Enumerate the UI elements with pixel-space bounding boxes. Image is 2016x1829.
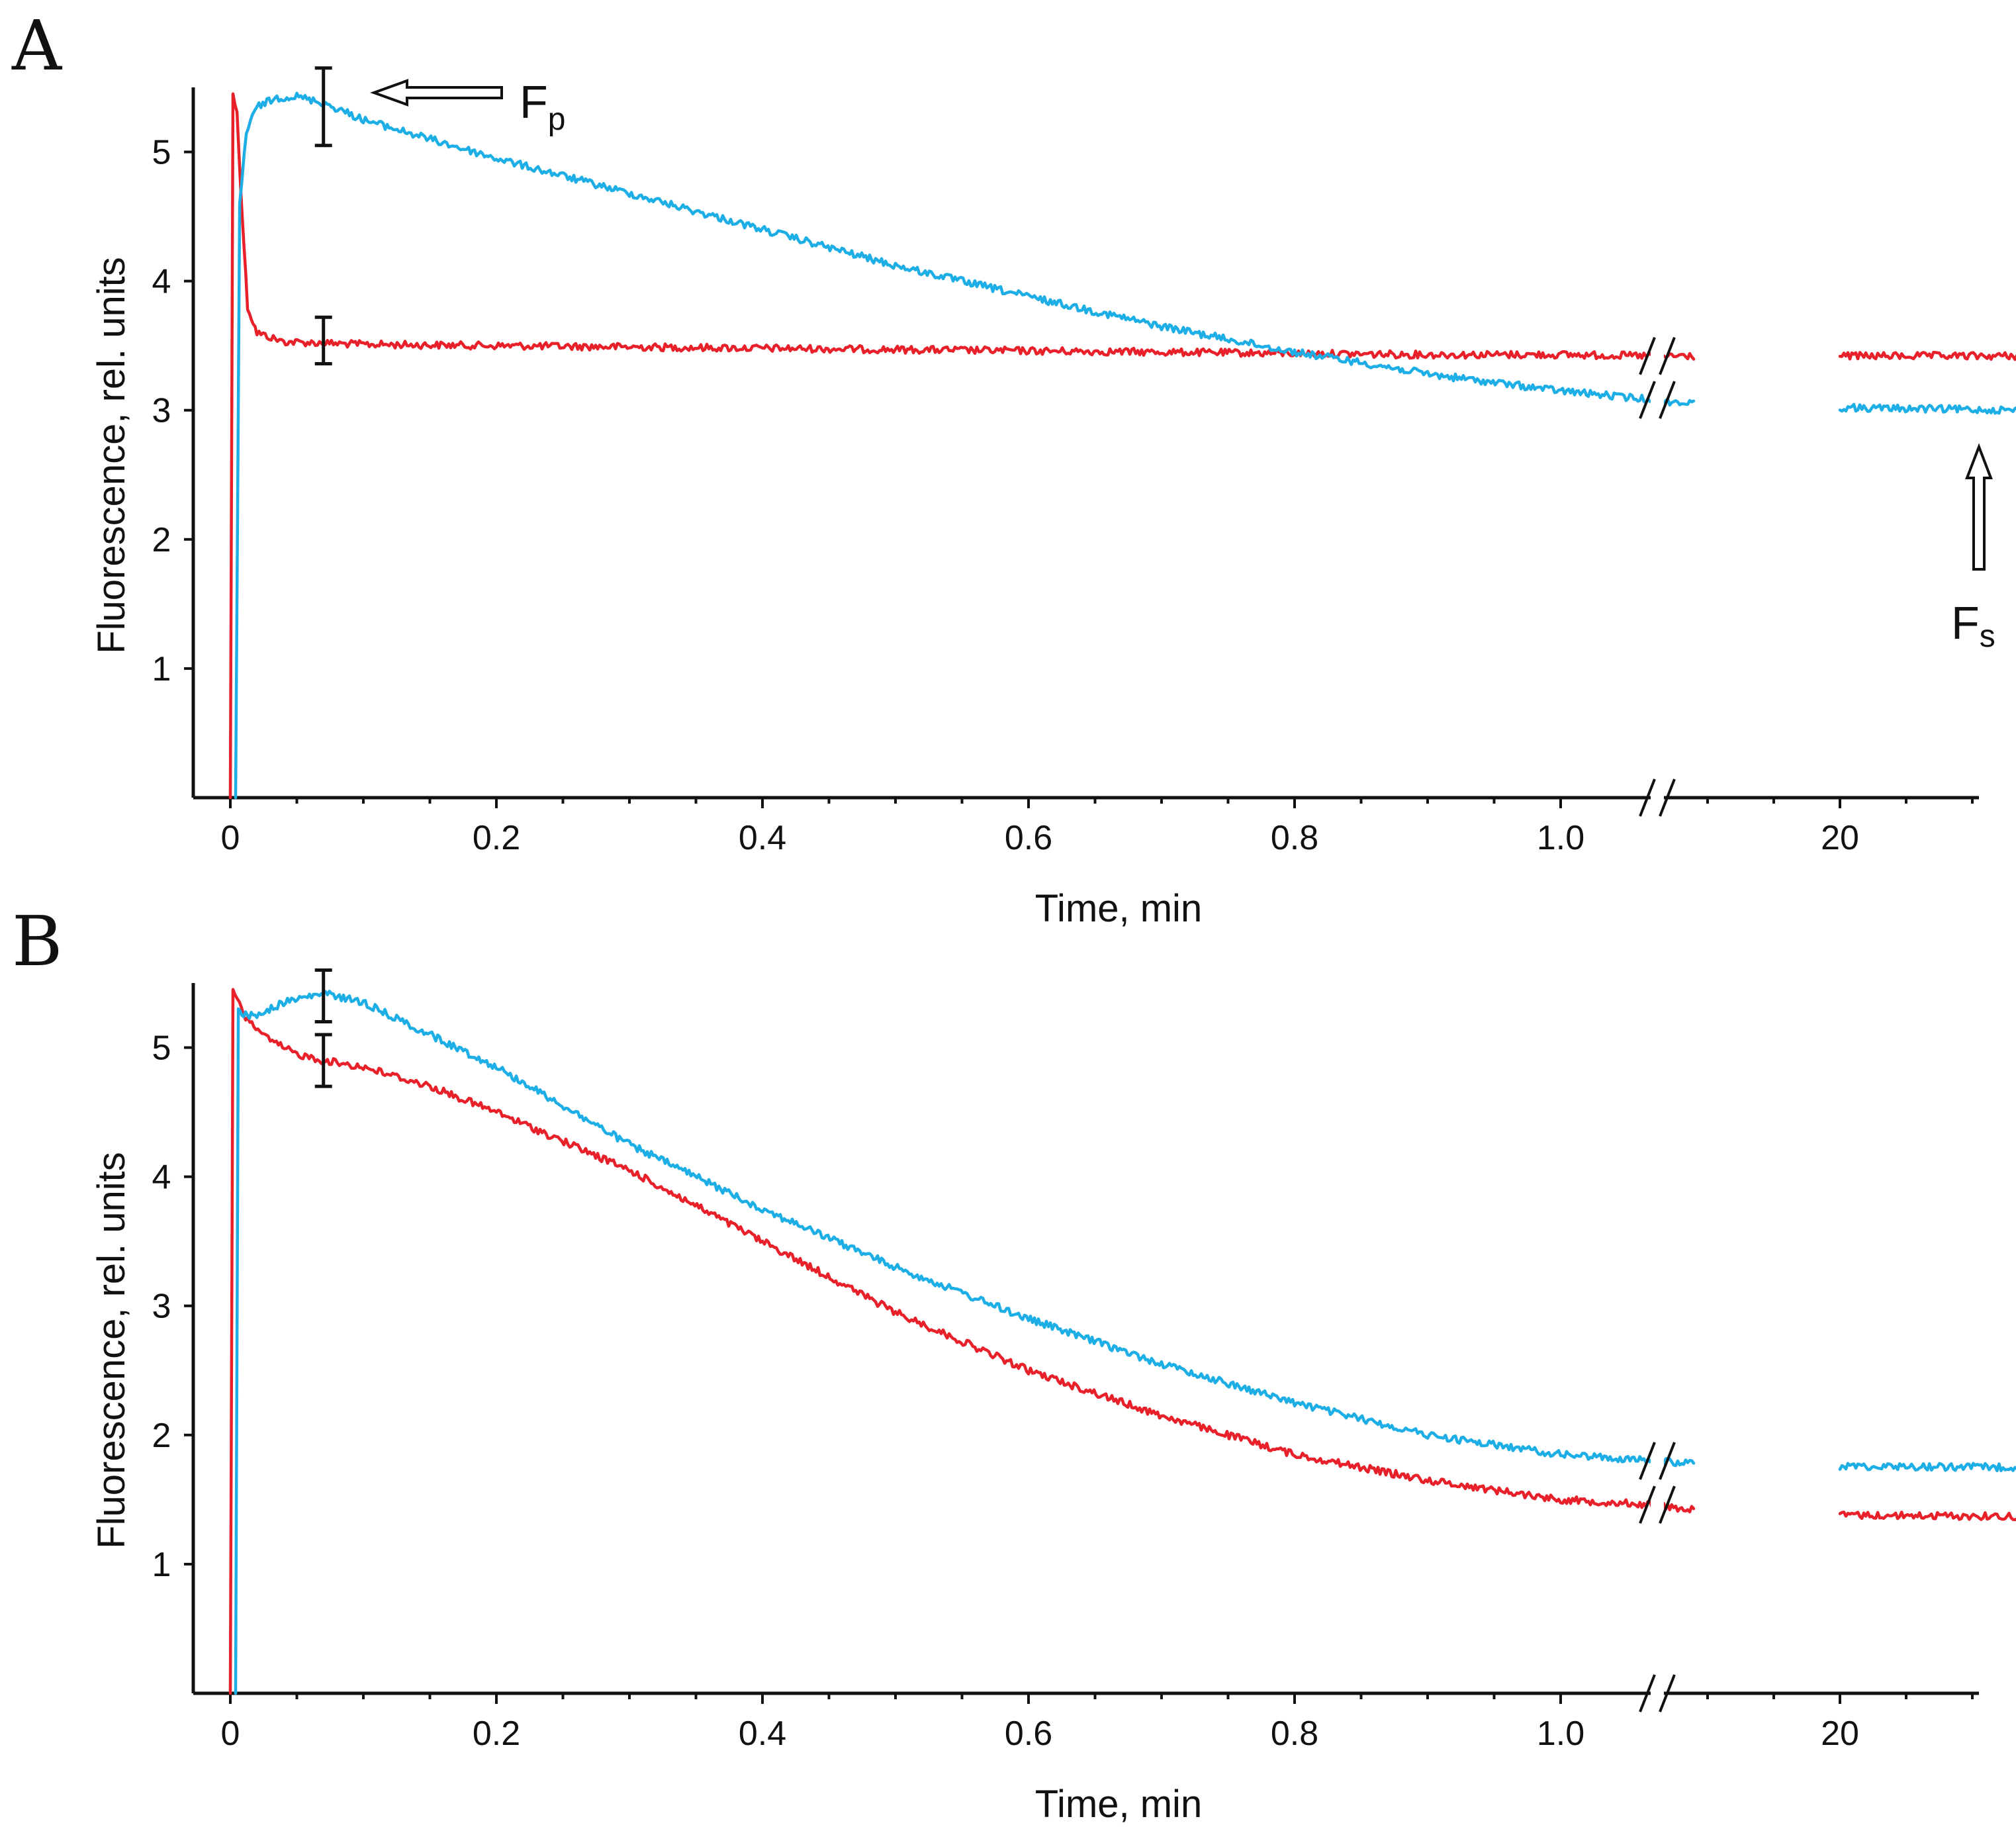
y-tick-label: 4 (152, 263, 171, 301)
series-break-mark (1639, 337, 1656, 375)
x-tick-label: 0.6 (1005, 1714, 1052, 1753)
x-tick-label: 0.2 (473, 819, 520, 857)
y-axis-title: Fluorescence, rel. units (90, 257, 133, 654)
x-axis-break (1659, 1674, 1676, 1712)
series-break-mark (1659, 1485, 1676, 1524)
error-bar (314, 968, 332, 1024)
x-axis-break (1659, 778, 1676, 817)
y-tick-label: 2 (152, 1417, 171, 1455)
x-axis-break (1639, 778, 1656, 817)
y-tick-label: 2 (152, 521, 171, 559)
fs-arrow (1965, 443, 1993, 571)
x-tick-label: 0.2 (473, 1714, 520, 1753)
break-gap (1651, 1440, 1664, 1481)
x-axis-title: Time, min (1035, 887, 1202, 930)
series-red-line (228, 988, 2016, 1695)
series-break-mark (1639, 1442, 1656, 1480)
series-break-mark (1659, 337, 1676, 375)
y-tick-label: 5 (152, 134, 171, 172)
panel-letter: A (11, 5, 63, 86)
x-tick-label: 0.4 (739, 1714, 786, 1753)
break-gap (1651, 778, 1664, 818)
fs-label-sub: s (1980, 619, 1995, 654)
y-tick-label: 3 (152, 1288, 171, 1326)
x-tick-label: 0 (221, 819, 240, 857)
break-gap (1651, 1673, 1664, 1713)
x-tick-label: 0.8 (1271, 819, 1318, 857)
series-break-mark (1639, 1485, 1656, 1524)
series-red-line (228, 92, 2016, 800)
y-tick-label: 1 (152, 650, 171, 688)
error-bar (314, 1033, 332, 1088)
x-axis-break (1639, 1674, 1656, 1712)
break-gap (1651, 1485, 1664, 1525)
x-tick-label: 1.0 (1537, 819, 1584, 857)
panel-a: A 1 2 3 4 5 0 0.2 0.4 0.6 0.8 1.0 20 Time, min Fluores… (11, 5, 2016, 930)
panel-letter: B (12, 901, 62, 982)
x-tick-label: 0.8 (1271, 1714, 1318, 1753)
y-axis-title: Fluorescence, rel. units (90, 1152, 133, 1549)
fs-label-main: F (1951, 597, 1980, 649)
series-break-mark (1659, 1442, 1676, 1480)
fs-label: Fs (1951, 597, 1995, 654)
fp-label-main: F (520, 76, 548, 128)
series-blue-line (234, 91, 2016, 800)
y-tick-label: 4 (152, 1158, 171, 1197)
fp-arrow (370, 79, 503, 107)
x-tick-label: 20 (1821, 819, 1859, 857)
series-break-mark (1659, 381, 1676, 419)
y-tick-label: 3 (152, 392, 171, 430)
error-bar (314, 66, 332, 148)
series-break-mark (1639, 381, 1656, 419)
series-blue-line (234, 990, 2016, 1695)
x-tick-label: 0 (221, 1714, 240, 1753)
fp-label-sub: p (548, 102, 566, 137)
x-tick-label: 1.0 (1537, 1714, 1584, 1753)
x-tick-label: 20 (1821, 1714, 1859, 1753)
x-tick-label: 0.6 (1005, 819, 1052, 857)
panel-b: B 1 2 3 4 5 0 0.2 0.4 0.6 0.8 1.0 20 Time, min Fluores… (12, 901, 2016, 1826)
error-bar (314, 315, 332, 365)
y-tick-label: 1 (152, 1546, 171, 1584)
break-gap (1651, 336, 1664, 376)
y-tick-label: 5 (152, 1029, 171, 1068)
break-gap (1651, 380, 1664, 420)
x-axis-title: Time, min (1035, 1783, 1202, 1826)
x-tick-label: 0.4 (739, 819, 786, 857)
fp-label: Fp (520, 76, 565, 137)
